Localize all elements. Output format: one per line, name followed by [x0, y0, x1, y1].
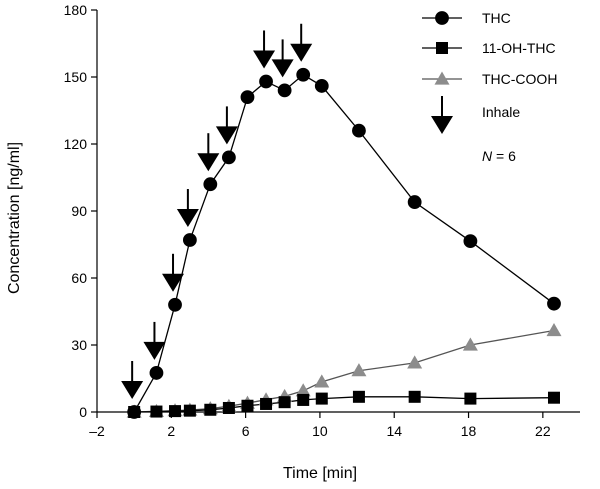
point-11-oh-thc [222, 401, 235, 414]
x-axis-label: Time [min] [283, 465, 357, 482]
legend-label-inhale: Inhale [482, 104, 520, 120]
legend-marker-thc-cooh [434, 71, 450, 85]
inhale-arrow [290, 23, 313, 62]
point-11-oh-thc [315, 392, 328, 405]
sample-size-symbol: N [482, 148, 493, 164]
point-thc-cooh [462, 337, 478, 351]
point-thc [463, 234, 478, 249]
legend-marker-11-oh-thc [436, 42, 448, 54]
inhale-arrow [253, 30, 276, 69]
x-tick-label: 2 [167, 423, 175, 439]
point-thc [203, 177, 218, 192]
point-thc [547, 296, 561, 311]
axes: 0 30 60 90 120 150 180 –2 2 6 10 14 18 22 [64, 2, 580, 439]
point-thc [352, 123, 366, 138]
inhale-arrow [143, 321, 166, 360]
y-tick-label: 0 [79, 404, 87, 420]
y-tick-label: 30 [71, 337, 87, 353]
legend-inhale-icon [431, 96, 453, 134]
point-11-oh-thc [352, 390, 365, 403]
x-tick-label: 22 [535, 423, 551, 439]
legend-label-11-oh-thc: 11-OH-THC [482, 40, 556, 56]
point-thc-cooh [407, 355, 423, 369]
inhale-arrow [121, 361, 144, 399]
y-axis-label: Concentration [ng/ml] [6, 142, 23, 294]
point-thc [277, 83, 292, 98]
point-thc-cooh [295, 383, 311, 397]
inhale-arrow [197, 133, 220, 172]
point-thc [221, 150, 236, 165]
inhale-arrow [271, 39, 294, 78]
point-11-oh-thc [183, 404, 196, 417]
sample-size-value: = 6 [492, 148, 516, 164]
x-tick-label: 14 [386, 423, 402, 439]
legend-label-thc-cooh: THC-COOH [482, 71, 557, 87]
x-tick-label: 10 [312, 423, 328, 439]
y-tick-label: 120 [64, 136, 88, 152]
y-tick-label: 60 [71, 270, 87, 286]
point-11-oh-thc [169, 405, 182, 418]
point-thc-cooh [351, 363, 367, 377]
point-thc [296, 67, 311, 82]
x-tick-label: 6 [242, 423, 250, 439]
point-11-oh-thc [408, 390, 421, 403]
point-11-oh-thc [241, 399, 254, 412]
inhale-arrow [215, 106, 238, 145]
point-thc [314, 79, 329, 93]
y-tick-label: 150 [64, 69, 88, 85]
point-11-oh-thc [150, 405, 163, 418]
point-11-oh-thc [260, 397, 273, 410]
point-thc [259, 74, 273, 89]
legend-marker-thc [435, 11, 449, 25]
legend-label-thc: THC [482, 10, 511, 26]
point-11-oh-thc [464, 392, 477, 405]
y-tick-label: 180 [64, 2, 88, 18]
point-thc [182, 233, 197, 247]
sample-size-annotation: N = 6 [482, 148, 516, 164]
series-lines [133, 74, 555, 413]
point-thc [168, 297, 182, 312]
series-markers [126, 67, 562, 419]
inhale-arrow [162, 253, 185, 292]
line-thc-cooh [134, 329, 555, 413]
point-thc [127, 405, 142, 419]
point-thc-cooh [546, 322, 562, 337]
y-tick-label: 90 [71, 203, 87, 219]
legend: THC 11-OH-THC THC-COOH Inhale N = 6 [422, 10, 557, 164]
x-tick-label: –2 [89, 423, 105, 439]
line-thc [133, 74, 555, 413]
point-11-oh-thc [278, 396, 291, 409]
point-11-oh-thc [204, 403, 217, 416]
point-thc-cooh [314, 374, 330, 388]
point-11-oh-thc [547, 391, 560, 404]
x-tick-label: 18 [461, 423, 477, 439]
point-thc [407, 195, 422, 209]
point-11-oh-thc [297, 393, 310, 406]
point-thc [240, 90, 255, 104]
inhale-arrow [176, 189, 199, 228]
inhale-arrows [121, 23, 313, 399]
point-thc [149, 366, 164, 380]
